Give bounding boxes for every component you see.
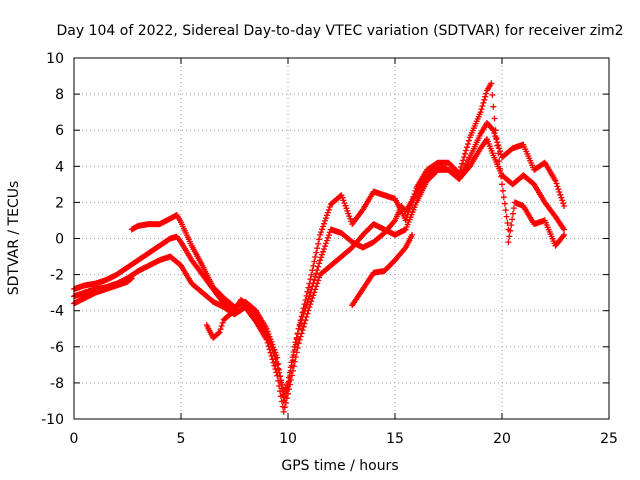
axis-ticks: [73, 57, 610, 420]
series-markers: [505, 199, 568, 249]
grid-lines: [74, 58, 609, 419]
x-axis-label: GPS time / hours: [281, 458, 398, 474]
x-tick-label: 10: [279, 431, 297, 447]
data-series: [505, 199, 568, 249]
x-tick-label: 0: [70, 431, 79, 447]
series-markers: [128, 80, 512, 404]
data-series: [128, 80, 512, 404]
series-markers: [349, 231, 416, 309]
x-tick-label: 25: [600, 431, 618, 447]
x-tick-label: 15: [386, 431, 404, 447]
y-axis-label: SDTVAR / TECUs: [6, 181, 22, 296]
y-tick-label: 6: [55, 123, 64, 139]
y-tick-label: -8: [50, 376, 64, 392]
y-tick-label: -2: [50, 268, 64, 284]
y-tick-label: -6: [50, 340, 64, 356]
data-series: [349, 231, 416, 309]
y-tick-label: 4: [55, 159, 64, 175]
chart-title: Day 104 of 2022, Sidereal Day-to-day VTE…: [57, 23, 624, 39]
data-points: [71, 80, 568, 415]
y-tick-label: 10: [46, 51, 64, 67]
y-tick-label: 8: [55, 87, 64, 103]
x-tick-labels: 0 5 10 15 20 25: [70, 431, 618, 447]
y-tick-label: 0: [55, 232, 64, 248]
x-tick-label: 5: [177, 431, 186, 447]
y-tick-labels: -10 -8 -6 -4 -2 0 2 4 6 8 10: [41, 51, 64, 428]
y-tick-label: -4: [50, 304, 64, 320]
y-tick-label: 2: [55, 195, 64, 211]
series-markers: [71, 120, 568, 415]
data-series: [71, 120, 568, 415]
x-tick-label: 20: [493, 431, 511, 447]
series-markers: [203, 307, 238, 341]
data-series: [203, 307, 238, 341]
y-tick-label: -10: [41, 412, 64, 428]
